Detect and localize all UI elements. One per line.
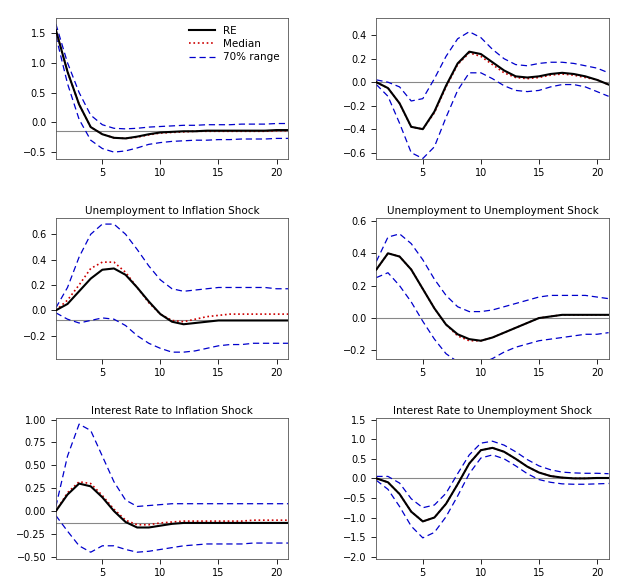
Legend: RE, Median, 70% range: RE, Median, 70% range bbox=[186, 23, 283, 65]
Title: Unemployment to Unemployment Shock: Unemployment to Unemployment Shock bbox=[387, 206, 599, 216]
Title: Unemployment to Inflation Shock: Unemployment to Inflation Shock bbox=[84, 206, 260, 216]
Title: Interest Rate to Unemployment Shock: Interest Rate to Unemployment Shock bbox=[393, 406, 592, 416]
Title: Interest Rate to Inflation Shock: Interest Rate to Inflation Shock bbox=[91, 406, 253, 416]
